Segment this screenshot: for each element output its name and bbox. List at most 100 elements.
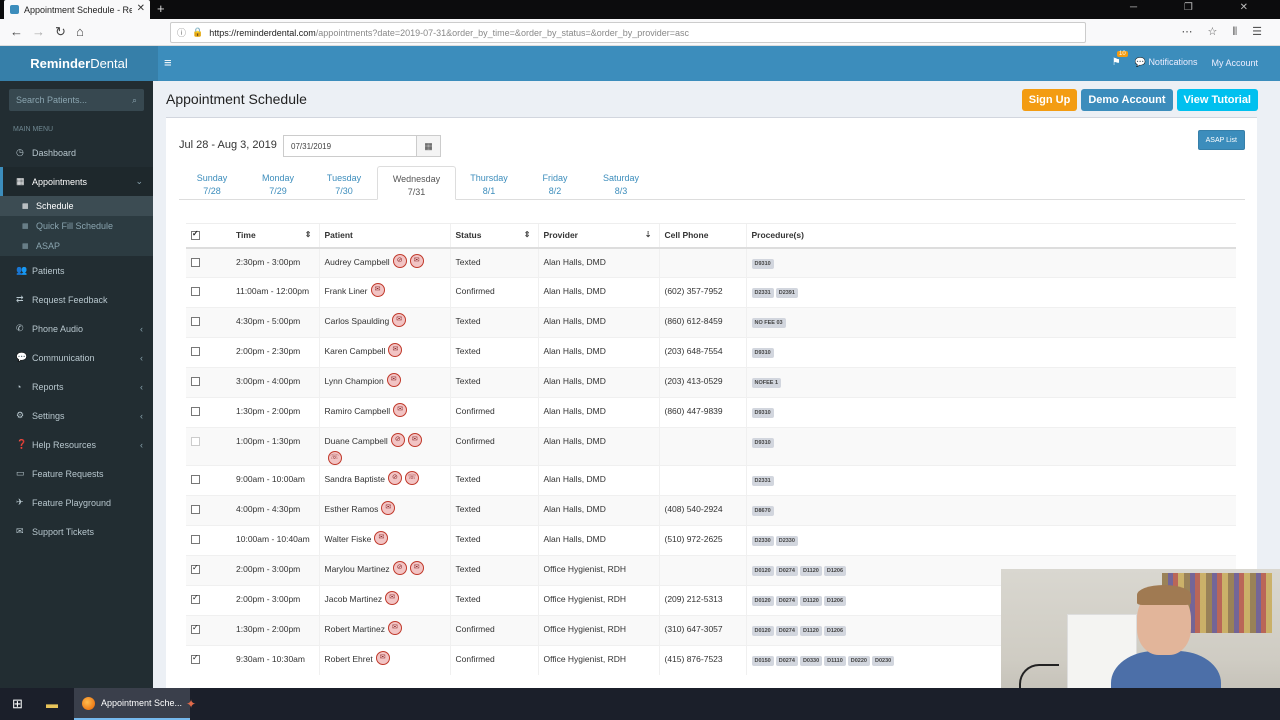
no-text-icon[interactable]: ⊘: [390, 433, 405, 448]
mail-icon[interactable]: ✉: [388, 343, 403, 358]
sidebar-item-support-tickets[interactable]: ✉ Support Tickets: [0, 517, 153, 546]
row-select-cell[interactable]: [186, 644, 231, 675]
browser-tab[interactable]: Appointment Schedule - Reminder ✕: [4, 0, 150, 19]
calendar-button[interactable]: ▦: [416, 135, 441, 157]
row-checkbox[interactable]: [191, 377, 200, 387]
row-checkbox[interactable]: [191, 437, 200, 447]
flag-icon[interactable]: ⚑ 10: [1111, 51, 1128, 68]
sidebar-item-patients[interactable]: 👥 Patients: [0, 256, 153, 285]
row-select-cell[interactable]: [186, 614, 231, 645]
row-checkbox[interactable]: [191, 287, 200, 297]
sidebar-item-request-feedback[interactable]: ⇄ Request Feedback: [0, 285, 153, 314]
no-call-icon[interactable]: ☏: [327, 450, 342, 465]
tab-saturday[interactable]: Saturday 8/3: [588, 166, 654, 199]
row-checkbox[interactable]: [191, 474, 200, 484]
date-input[interactable]: 07/31/2019: [283, 135, 420, 157]
select-all-header[interactable]: [186, 223, 231, 249]
url-bar[interactable]: ⓘ 🔒 https://reminderdental.com /appointm…: [170, 22, 1086, 43]
patient-name-link[interactable]: Sandra Baptiste: [324, 473, 385, 484]
row-checkbox[interactable]: [191, 593, 200, 604]
table-row[interactable]: 10:00am - 10:40am Walter Fiske ✉ Texted Alan…: [186, 524, 1236, 555]
mail-icon[interactable]: ✉: [386, 373, 401, 388]
row-checkbox[interactable]: [191, 407, 200, 417]
row-select-cell[interactable]: [186, 397, 231, 428]
menu-toggle-icon[interactable]: ≡: [164, 55, 172, 70]
taskbar-firefox[interactable]: Appointment Sche...: [74, 688, 191, 720]
table-row[interactable]: 9:00am - 10:00am Sandra Baptiste ⊘ ☏ Texted A…: [186, 464, 1236, 495]
sidebar-item-phone-audio[interactable]: ✆ Phone Audio ‹: [0, 314, 153, 343]
row-checkbox[interactable]: [191, 563, 200, 574]
mail-icon[interactable]: ✉: [392, 313, 407, 328]
patient-name-link[interactable]: Karen Campbell: [324, 346, 386, 356]
table-row[interactable]: 1:30pm - 2:00pm Ramiro Campbell ✉ Confirmed…: [186, 397, 1236, 428]
mail-icon[interactable]: ✉: [407, 433, 422, 448]
sidebar-subitem-schedule[interactable]: ▦ Schedule: [0, 196, 153, 216]
row-select-cell[interactable]: [186, 337, 231, 368]
notifications-link[interactable]: 💬 Notifications: [1134, 57, 1198, 67]
select-all-checkbox[interactable]: [191, 229, 200, 241]
sidebar-item-settings[interactable]: ⚙ Settings ‹: [0, 401, 153, 430]
table-row[interactable]: 2:00pm - 2:30pm Karen Campbell ✉ Texted Alan…: [186, 337, 1236, 368]
app-icon[interactable]: ✦: [186, 697, 197, 711]
browser-toolbar-icons[interactable]: ⋯ ☆ ⫴ ☰: [1181, 26, 1268, 38]
mail-icon[interactable]: ✉: [409, 253, 424, 268]
asap-list-button[interactable]: ASAP List: [1197, 130, 1245, 150]
provider-header[interactable]: Provider ⇣: [537, 223, 659, 249]
table-row[interactable]: 11:00am - 12:00pm Frank Liner ✉ Confirmed Al…: [186, 277, 1236, 308]
patient-name-link[interactable]: Audrey Campbell: [324, 256, 390, 267]
table-row[interactable]: 4:30pm - 5:00pm Carlos Spaulding ✉ Texted Al…: [186, 307, 1236, 338]
row-select-cell[interactable]: [186, 464, 231, 495]
home-icon[interactable]: ⌂: [76, 24, 84, 39]
my-account-link[interactable]: My Account: [1211, 57, 1258, 68]
tab-friday[interactable]: Friday 8/2: [522, 166, 588, 199]
row-select-cell[interactable]: [186, 247, 231, 278]
sort-icon[interactable]: ⇕: [304, 230, 312, 240]
time-header[interactable]: Time ⇕: [231, 223, 319, 249]
patient-name-link[interactable]: Frank Liner: [324, 286, 368, 296]
row-select-cell[interactable]: [186, 427, 231, 465]
row-checkbox[interactable]: [191, 257, 200, 267]
patient-name-link[interactable]: Ramiro Campbell: [324, 406, 391, 416]
tab-wednesday[interactable]: Wednesday 7/31: [377, 166, 456, 200]
status-header[interactable]: Status ⇕: [449, 223, 538, 249]
sort-icon[interactable]: ⇕: [523, 230, 531, 240]
sidebar-item-reports[interactable]: ◔ Reports ‹: [0, 372, 153, 401]
sidebar-subitem-quick-fill[interactable]: ▦ Quick Fill Schedule: [0, 216, 153, 236]
window-controls[interactable]: ─ ❐ ✕: [1130, 2, 1270, 13]
sidebar-item-feature-playground[interactable]: ✈ Feature Playground: [0, 488, 153, 517]
row-checkbox[interactable]: [191, 534, 200, 544]
row-select-cell[interactable]: [186, 524, 231, 555]
patient-name-link[interactable]: Walter Fiske: [324, 533, 372, 544]
table-row[interactable]: 4:00pm - 4:30pm Esther Ramos ✉ Texted Alan H…: [186, 494, 1236, 525]
patient-name-link[interactable]: Esther Ramos: [324, 503, 379, 514]
tab-monday[interactable]: Monday 7/29: [245, 166, 311, 199]
file-explorer-icon[interactable]: ▬: [46, 697, 58, 711]
row-select-cell[interactable]: [186, 584, 231, 615]
tab-tuesday[interactable]: Tuesday 7/30: [311, 166, 377, 199]
new-tab-icon[interactable]: +: [157, 1, 165, 16]
mail-icon[interactable]: ✉: [393, 403, 408, 418]
no-text-icon[interactable]: ⊘: [392, 253, 407, 268]
sidebar-item-communication[interactable]: 💬 Communication ‹: [0, 343, 153, 372]
patient-name-link[interactable]: Lynn Champion: [324, 376, 384, 386]
no-text-icon[interactable]: ⊘: [392, 560, 407, 575]
patient-name-link[interactable]: Marylou Martinez: [324, 563, 390, 574]
mail-icon[interactable]: ✉: [375, 650, 390, 665]
patient-name-link[interactable]: Robert Martinez: [324, 623, 385, 634]
row-checkbox[interactable]: [191, 347, 200, 357]
row-select-cell[interactable]: [186, 307, 231, 338]
back-icon[interactable]: ←: [10, 24, 23, 39]
row-checkbox[interactable]: [191, 653, 200, 664]
sign-up-button[interactable]: Sign Up: [1021, 89, 1078, 111]
forward-icon[interactable]: →: [32, 24, 45, 39]
tab-sunday[interactable]: Sunday 7/28: [179, 166, 245, 199]
reload-icon[interactable]: ↻: [55, 24, 66, 39]
sort-asc-icon[interactable]: ⇣: [644, 230, 652, 240]
patient-name-link[interactable]: Robert Ehret: [324, 653, 373, 664]
mail-icon[interactable]: ✉: [409, 560, 424, 575]
info-icon[interactable]: ⓘ: [177, 28, 187, 38]
no-text-icon[interactable]: ⊘: [387, 470, 402, 485]
mail-icon[interactable]: ✉: [387, 620, 402, 635]
patient-name-link[interactable]: Duane Campbell: [324, 436, 388, 446]
view-tutorial-button[interactable]: View Tutorial: [1176, 89, 1258, 111]
